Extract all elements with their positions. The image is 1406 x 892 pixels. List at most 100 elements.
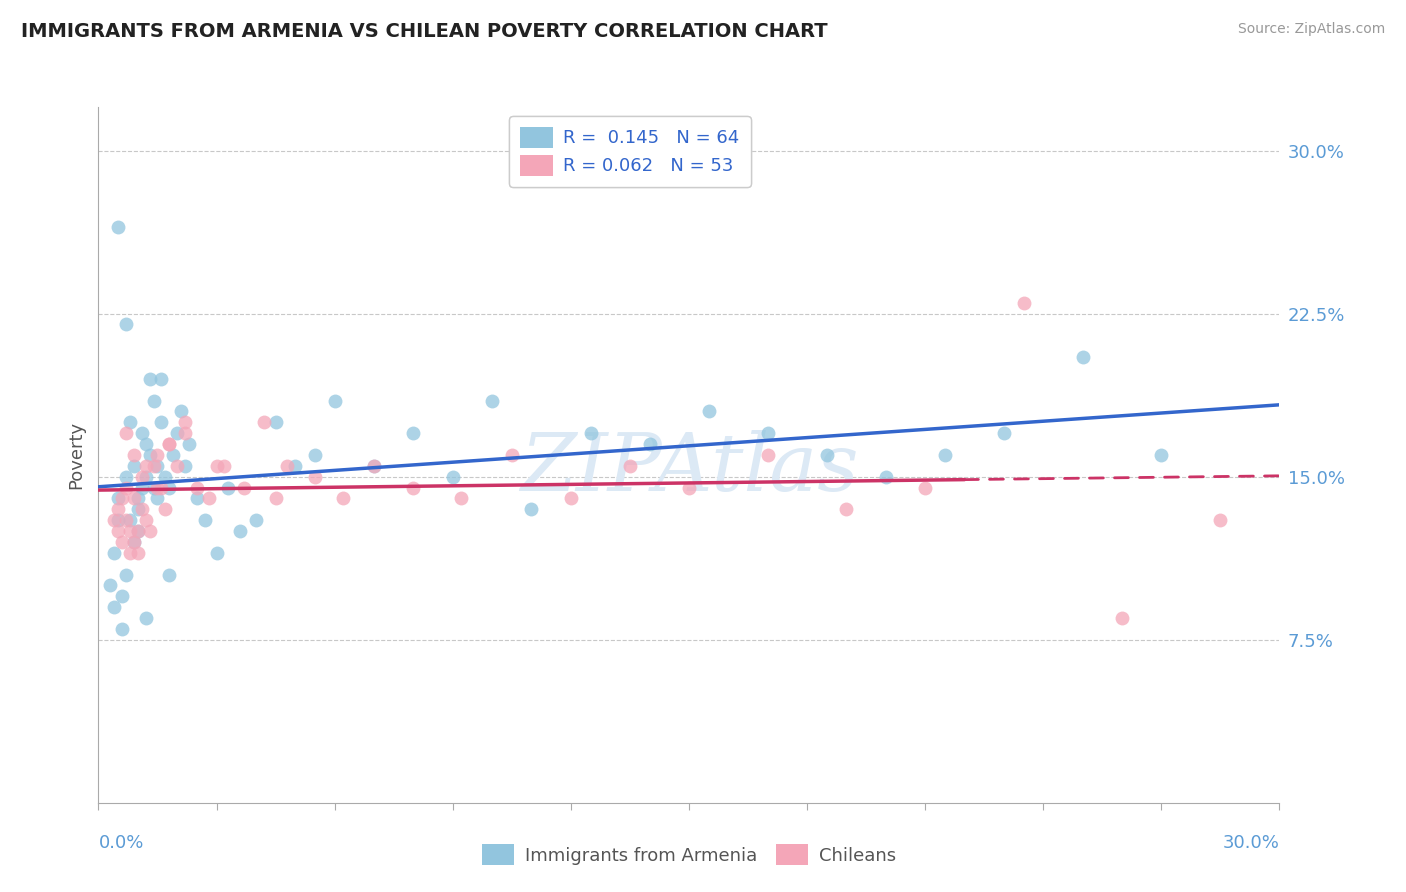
Point xyxy=(1071,350,1094,364)
Point xyxy=(111,589,134,603)
Point xyxy=(155,469,177,483)
Point xyxy=(233,481,256,495)
Point xyxy=(174,415,197,429)
Point xyxy=(107,524,129,538)
Legend: R =  0.145   N = 64, R = 0.062   N = 53: R = 0.145 N = 64, R = 0.062 N = 53 xyxy=(509,116,751,186)
Point xyxy=(450,491,472,506)
Point xyxy=(107,502,129,516)
Point xyxy=(1209,513,1232,527)
Point xyxy=(142,481,165,495)
Point xyxy=(138,372,160,386)
Point xyxy=(363,458,385,473)
Point xyxy=(115,426,138,441)
Point xyxy=(205,546,228,560)
Point xyxy=(150,415,173,429)
Text: ZIPAtlas: ZIPAtlas xyxy=(520,430,858,508)
Point xyxy=(157,567,180,582)
Point xyxy=(138,448,160,462)
Point xyxy=(135,513,157,527)
Point xyxy=(122,535,145,549)
Point xyxy=(481,393,503,408)
Point xyxy=(914,481,936,495)
Point xyxy=(131,426,153,441)
Point xyxy=(146,448,169,462)
Point xyxy=(332,491,354,506)
Point xyxy=(835,502,858,516)
Point xyxy=(118,524,141,538)
Point xyxy=(142,458,165,473)
Point xyxy=(98,578,121,592)
Point xyxy=(146,458,169,473)
Point xyxy=(253,415,276,429)
Point xyxy=(1012,295,1035,310)
Point xyxy=(993,426,1015,441)
Point xyxy=(107,219,129,234)
Point xyxy=(170,404,193,418)
Point xyxy=(157,437,180,451)
Point xyxy=(264,415,287,429)
Point xyxy=(162,448,184,462)
Point xyxy=(186,491,208,506)
Point xyxy=(276,458,298,473)
Point xyxy=(166,458,188,473)
Point xyxy=(118,415,141,429)
Point xyxy=(756,448,779,462)
Legend: Immigrants from Armenia, Chileans: Immigrants from Armenia, Chileans xyxy=(472,835,905,874)
Point xyxy=(157,437,180,451)
Y-axis label: Poverty: Poverty xyxy=(67,421,86,489)
Point xyxy=(402,481,425,495)
Point xyxy=(174,426,197,441)
Point xyxy=(323,393,346,408)
Point xyxy=(304,469,326,483)
Point xyxy=(115,469,138,483)
Point xyxy=(756,426,779,441)
Point xyxy=(186,481,208,495)
Point xyxy=(107,513,129,527)
Point xyxy=(115,513,138,527)
Point xyxy=(111,622,134,636)
Point xyxy=(103,600,125,615)
Point xyxy=(127,524,149,538)
Point xyxy=(127,491,149,506)
Point xyxy=(934,448,956,462)
Point xyxy=(363,458,385,473)
Point xyxy=(146,491,169,506)
Point xyxy=(520,502,543,516)
Point xyxy=(122,458,145,473)
Point xyxy=(111,491,134,506)
Point xyxy=(135,437,157,451)
Point xyxy=(402,426,425,441)
Point xyxy=(103,546,125,560)
Point xyxy=(619,458,641,473)
Point xyxy=(697,404,720,418)
Point xyxy=(177,437,200,451)
Point xyxy=(131,481,153,495)
Point xyxy=(150,481,173,495)
Point xyxy=(115,567,138,582)
Point xyxy=(115,481,138,495)
Point xyxy=(1111,611,1133,625)
Point xyxy=(146,481,169,495)
Point xyxy=(875,469,897,483)
Point xyxy=(264,491,287,506)
Point xyxy=(815,448,838,462)
Point xyxy=(157,481,180,495)
Point xyxy=(155,502,177,516)
Text: IMMIGRANTS FROM ARMENIA VS CHILEAN POVERTY CORRELATION CHART: IMMIGRANTS FROM ARMENIA VS CHILEAN POVER… xyxy=(21,22,828,41)
Text: 0.0%: 0.0% xyxy=(98,834,143,852)
Point xyxy=(284,458,307,473)
Point xyxy=(194,513,217,527)
Point xyxy=(678,481,700,495)
Point xyxy=(142,393,165,408)
Point xyxy=(166,426,188,441)
Point xyxy=(229,524,252,538)
Point xyxy=(217,481,239,495)
Point xyxy=(579,426,602,441)
Point xyxy=(111,535,134,549)
Point xyxy=(127,546,149,560)
Point xyxy=(1150,448,1173,462)
Point xyxy=(107,491,129,506)
Point xyxy=(205,458,228,473)
Point xyxy=(441,469,464,483)
Point xyxy=(131,469,153,483)
